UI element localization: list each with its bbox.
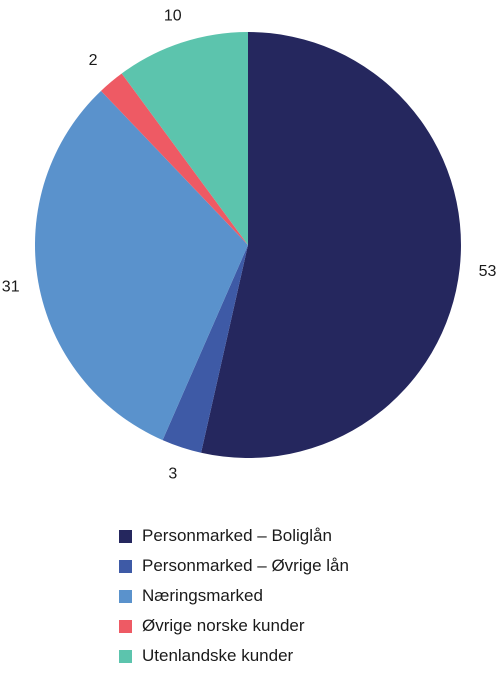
pie-slices <box>34 31 461 458</box>
legend-swatch <box>119 559 132 573</box>
legend-swatch <box>119 529 132 543</box>
legend-label: Personmarked – Boliglån <box>142 526 332 545</box>
legend-label: Utenlandske kunder <box>142 646 294 665</box>
legend-swatch <box>119 619 132 633</box>
slice-data-label: 3 <box>168 466 177 483</box>
pie-data-labels: 53 3 31 2 10 <box>2 8 497 483</box>
legend-swatch <box>119 589 132 603</box>
pie-slice <box>162 245 248 453</box>
slice-data-label: 31 <box>2 278 20 295</box>
pie-slice <box>101 73 248 245</box>
legend-label: Næringsmarked <box>142 586 263 605</box>
pie-slice <box>201 32 461 458</box>
pie-slice <box>121 31 248 245</box>
legend-item: Utenlandske kunder <box>119 644 349 668</box>
legend-item: Personmarked – Boliglån <box>119 524 349 548</box>
pie-slice <box>34 90 249 441</box>
legend-item: Personmarked – Øvrige lån <box>119 554 349 578</box>
slice-data-label: 10 <box>164 8 182 25</box>
legend-label: Personmarked – Øvrige lån <box>142 556 349 575</box>
pie-chart: 53 3 31 2 10 <box>2 8 497 483</box>
legend-label: Øvrige norske kunder <box>142 616 305 635</box>
slice-data-label: 2 <box>89 52 98 69</box>
legend-swatch <box>119 649 132 663</box>
legend-item: Næringsmarked <box>119 584 349 608</box>
legend-item: Øvrige norske kunder <box>119 614 349 638</box>
slice-data-label: 53 <box>479 263 497 280</box>
chart-legend: Personmarked – Boliglån Personmarked – Øv… <box>119 524 349 674</box>
